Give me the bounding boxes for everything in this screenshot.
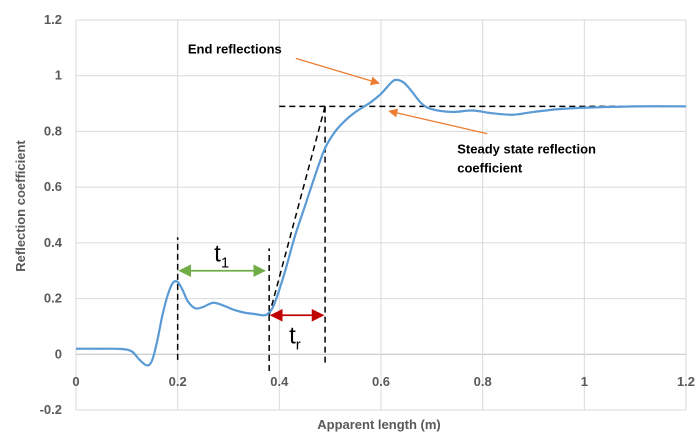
series-line [75, 78, 687, 367]
interval-label: tr [289, 322, 301, 353]
y-tick-label: 0.4 [44, 235, 63, 250]
annotation-line: coefficient [457, 161, 523, 176]
y-axis-label: Reflection coefficient [13, 140, 28, 272]
annotations: End reflections Steady state reflection co… [188, 41, 596, 175]
x-tick-label: 1 [581, 374, 588, 389]
x-axis-label: Apparent length (m) [317, 417, 441, 432]
x-tick-label: 0.2 [169, 374, 187, 389]
reference-lines [176, 105, 686, 371]
x-tick-label: 0.8 [474, 374, 492, 389]
y-tick-label: 1.2 [44, 12, 62, 27]
tick-labels: -0.2 0 0.2 0.4 0.6 0.8 1 1.2 0 0.2 0.4 0.6 0.8 1 1.2 [40, 12, 695, 417]
grid-lines [75, 19, 687, 411]
annotation-text: Steady state reflection coefficient [457, 142, 596, 176]
x-tick-label: 0.6 [372, 374, 390, 389]
x-tick-label: 0 [72, 374, 79, 389]
annotation-line: Steady state reflection [457, 142, 596, 157]
y-tick-label: 0.8 [44, 123, 62, 138]
y-tick-label: 0 [55, 346, 62, 361]
y-tick-label: -0.2 [40, 402, 62, 417]
interval-label: t1 [214, 241, 229, 272]
series-group [75, 78, 687, 367]
x-tick-label: 0.4 [270, 374, 289, 389]
y-tick-label: 1 [55, 68, 62, 83]
interval-markers: t1 tr [178, 241, 325, 353]
y-tick-label: 0.2 [44, 291, 62, 306]
annotation-line: End reflections [188, 41, 282, 56]
rise-slope-line [268, 106, 326, 316]
annotation-arrow [388, 108, 488, 135]
interval-subscript: 1 [221, 255, 229, 272]
annotation-text: End reflections [188, 41, 282, 56]
x-tick-label: 1.2 [677, 374, 695, 389]
interval-subscript: r [296, 336, 301, 353]
annotation-arrow [295, 57, 380, 86]
y-tick-label: 0.6 [44, 179, 62, 194]
